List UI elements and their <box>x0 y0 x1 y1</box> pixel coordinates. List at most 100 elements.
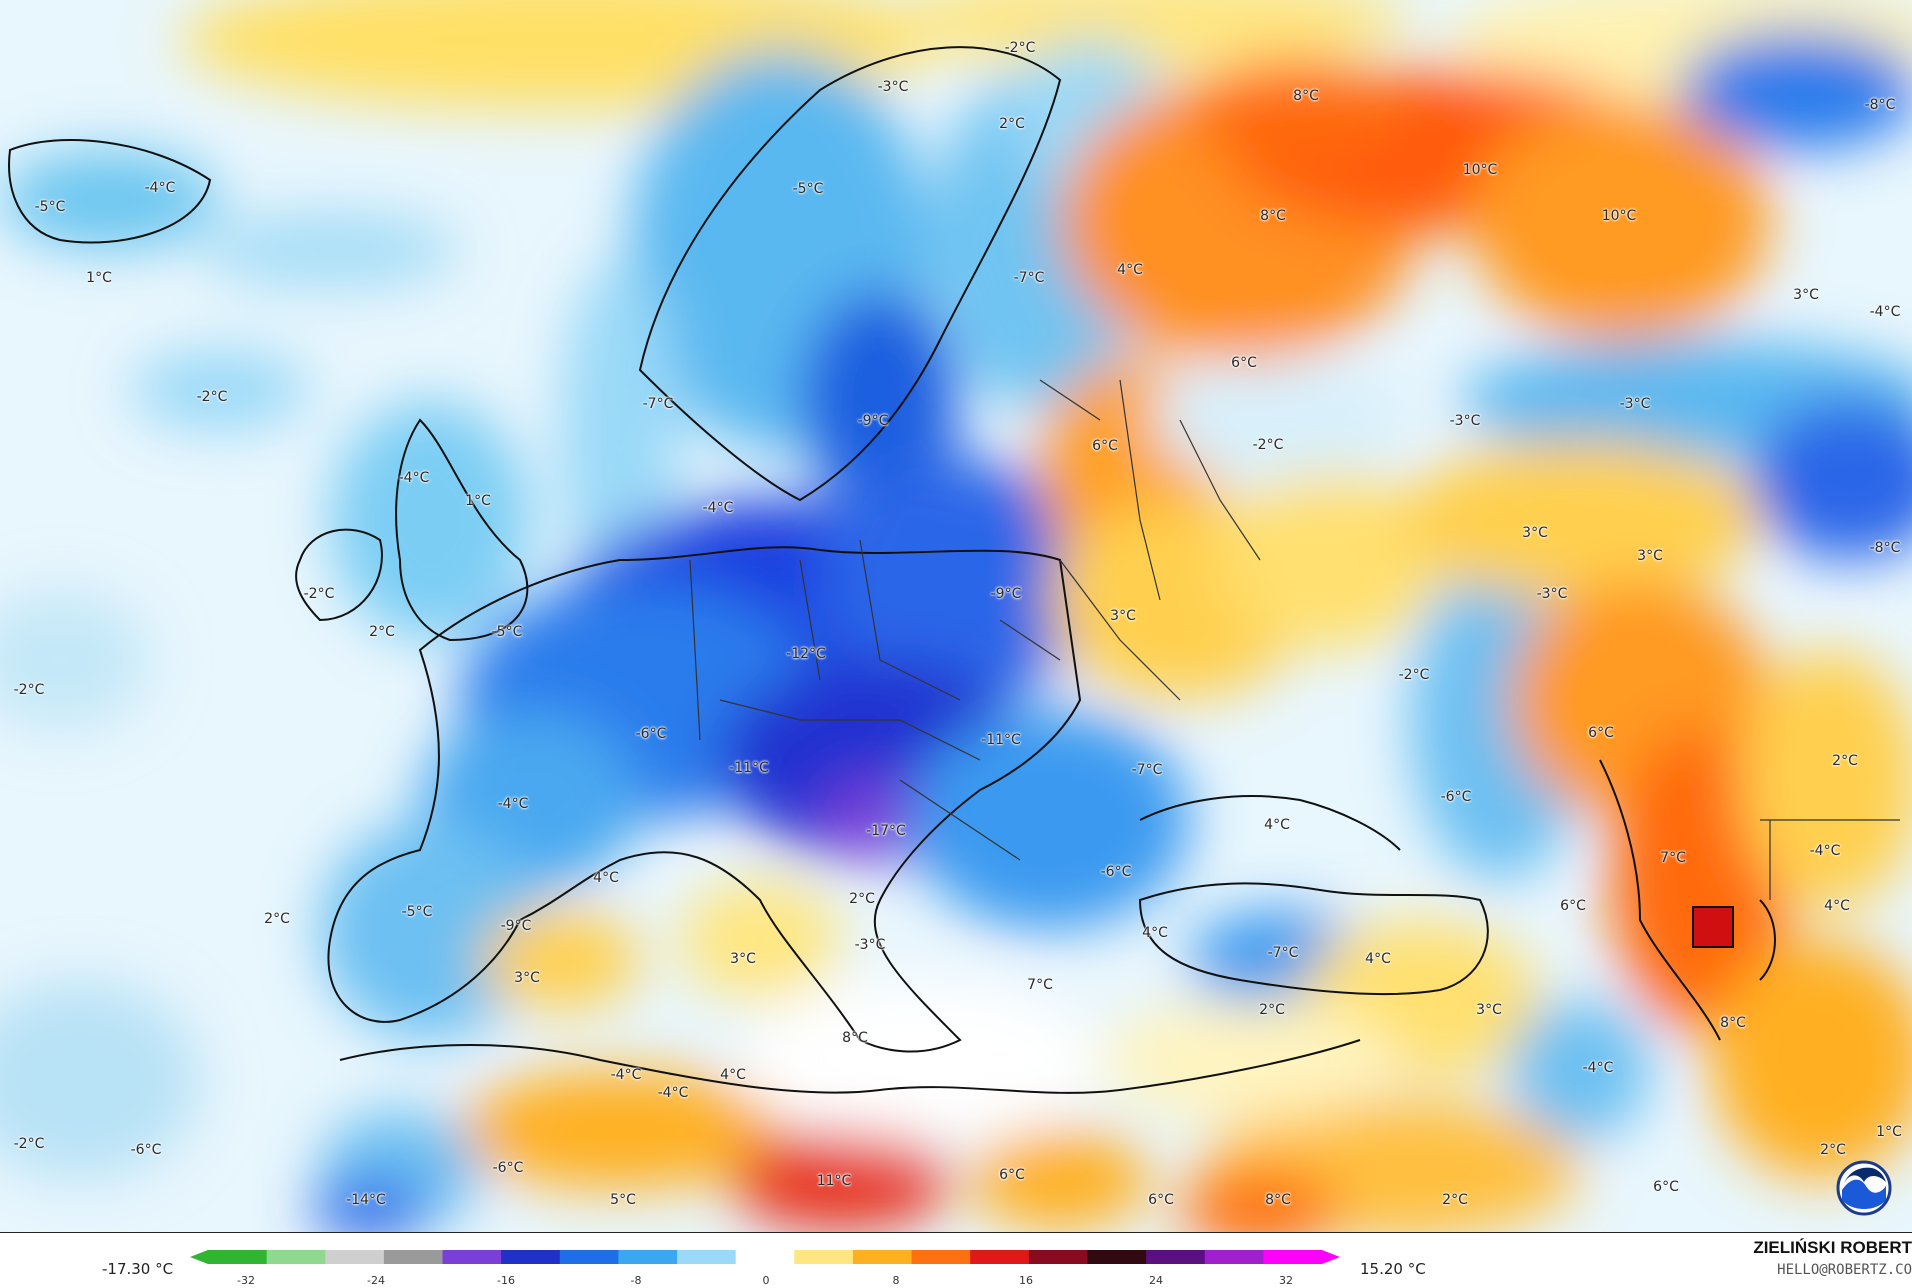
color-scale-swatch <box>794 1250 854 1264</box>
color-scale-swatch <box>735 1250 795 1264</box>
temperature-label: -5°C <box>34 199 66 215</box>
temperature-label: -14°C <box>346 1192 386 1208</box>
color-scale-swatch <box>1263 1250 1323 1264</box>
temperature-label: 4°C <box>1142 925 1168 941</box>
scale-tick-label: 0 <box>762 1274 770 1287</box>
color-scale-swatch <box>852 1250 913 1264</box>
color-scale-swatch <box>1028 1250 1088 1264</box>
temperature-label: -2°C <box>1398 667 1430 683</box>
temperature-label: 1°C <box>1876 1124 1902 1140</box>
temperature-label: 4°C <box>1365 951 1391 967</box>
temperature-label: -3°C <box>1449 413 1481 429</box>
temperature-label: 2°C <box>369 624 395 640</box>
temperature-label: 10°C <box>1462 162 1498 178</box>
temperature-label: -3°C <box>1536 586 1568 602</box>
color-scale-svg <box>190 1250 1340 1264</box>
scale-max-label: 15.20 °C <box>1360 1260 1426 1278</box>
temperature-label: -2°C <box>1252 437 1284 453</box>
color-scale-swatch <box>501 1250 561 1264</box>
temperature-label: -17°C <box>866 823 906 839</box>
temperature-label: -4°C <box>702 500 734 516</box>
temperature-label: 3°C <box>1522 525 1548 541</box>
scale-tick-label: -16 <box>497 1274 515 1287</box>
country-borders <box>689 379 1900 900</box>
author-credit: ZIELIŃSKI ROBERT <box>1753 1238 1912 1257</box>
temperature-label: -7°C <box>1013 270 1045 286</box>
temperature-label: -6°C <box>635 726 667 742</box>
temperature-label: 8°C <box>1293 88 1319 104</box>
temperature-label: -4°C <box>144 180 176 196</box>
color-scale-swatch <box>1146 1250 1206 1264</box>
temperature-label: -8°C <box>1869 540 1901 556</box>
scale-tick-label: 32 <box>1279 1274 1293 1287</box>
color-scale-swatch <box>1087 1250 1147 1264</box>
temperature-label: 2°C <box>264 911 290 927</box>
temperature-label: -4°C <box>1869 304 1901 320</box>
color-scale-swatch <box>559 1250 619 1264</box>
temperature-label: 6°C <box>1588 725 1614 741</box>
temperature-label: -9°C <box>990 586 1022 602</box>
color-scale-swatch <box>618 1250 678 1264</box>
temperature-label: -11°C <box>729 760 769 776</box>
temperature-label: 7°C <box>1027 977 1053 993</box>
temperature-label: -11°C <box>981 732 1021 748</box>
color-scale-swatch <box>325 1250 385 1264</box>
temperature-label: -9°C <box>857 413 889 429</box>
temperature-label: -4°C <box>610 1067 642 1083</box>
temperature-label: -8°C <box>1864 97 1896 113</box>
color-scale-swatch <box>442 1250 502 1264</box>
color-scale-swatch <box>208 1250 268 1264</box>
temperature-label: 4°C <box>1824 898 1850 914</box>
scale-min-label: -17.30 °C <box>102 1260 174 1278</box>
temperature-label: 3°C <box>730 951 756 967</box>
temperature-label: -2°C <box>196 389 228 405</box>
temperature-label: -2°C <box>13 682 45 698</box>
temperature-label: 1°C <box>86 270 112 286</box>
temperature-label: -2°C <box>303 586 335 602</box>
temperature-label: -7°C <box>642 396 674 412</box>
temperature-label: 4°C <box>593 870 619 886</box>
temperature-label: -7°C <box>1267 945 1299 961</box>
temperature-label: 11°C <box>816 1173 852 1189</box>
temperature-label: 6°C <box>1560 898 1586 914</box>
temperature-label: -6°C <box>1440 789 1472 805</box>
temperature-label: -3°C <box>854 937 886 953</box>
scale-min-arrow <box>190 1250 208 1264</box>
temperature-label: 4°C <box>1264 817 1290 833</box>
temperature-label: 8°C <box>1260 208 1286 224</box>
color-scale-swatch <box>1204 1250 1264 1264</box>
temperature-map[interactable]: -2°C -3°C 2°C 8°C 10°C 10°C 8°C -8°C -4°C -5°C 1°C… <box>0 0 1912 1232</box>
temperature-label: -12°C <box>786 646 826 662</box>
temperature-label: 2°C <box>999 116 1025 132</box>
temperature-label: 6°C <box>1092 438 1118 454</box>
azerbaijan-hotspot <box>1692 906 1734 948</box>
temperature-label: -7°C <box>1131 762 1163 778</box>
scale-tick-label: 8 <box>892 1274 900 1287</box>
temperature-label: -4°C <box>497 796 529 812</box>
temperature-label: 2°C <box>1832 753 1858 769</box>
color-scale-swatch <box>911 1250 971 1264</box>
temperature-label: 3°C <box>514 970 540 986</box>
color-scale-swatch <box>970 1250 1030 1264</box>
color-scale-swatch <box>266 1250 326 1264</box>
temperature-label: 2°C <box>1442 1192 1468 1208</box>
temperature-label: -2°C <box>1004 40 1036 56</box>
temperature-label: 8°C <box>1720 1015 1746 1031</box>
color-scale-bar <box>190 1250 1340 1264</box>
temperature-label: -4°C <box>1582 1060 1614 1076</box>
temperature-label: -4°C <box>398 470 430 486</box>
temperature-label: -2°C <box>13 1136 45 1152</box>
color-scale-swatch <box>677 1250 737 1264</box>
temperature-label: -9°C <box>500 918 532 934</box>
temperature-label: -4°C <box>657 1085 689 1101</box>
temperature-label: 4°C <box>1117 262 1143 278</box>
temperature-label: 7°C <box>1660 850 1686 866</box>
temperature-label: -3°C <box>877 79 909 95</box>
noaa-logo-icon <box>1836 1160 1892 1216</box>
coastlines <box>8 46 1776 1094</box>
temperature-label: -5°C <box>792 181 824 197</box>
temperature-label: 3°C <box>1637 548 1663 564</box>
temperature-label: -4°C <box>1809 843 1841 859</box>
author-email: HELLO@ROBERTZ.CO <box>1777 1262 1912 1278</box>
temperature-label: 2°C <box>1259 1002 1285 1018</box>
